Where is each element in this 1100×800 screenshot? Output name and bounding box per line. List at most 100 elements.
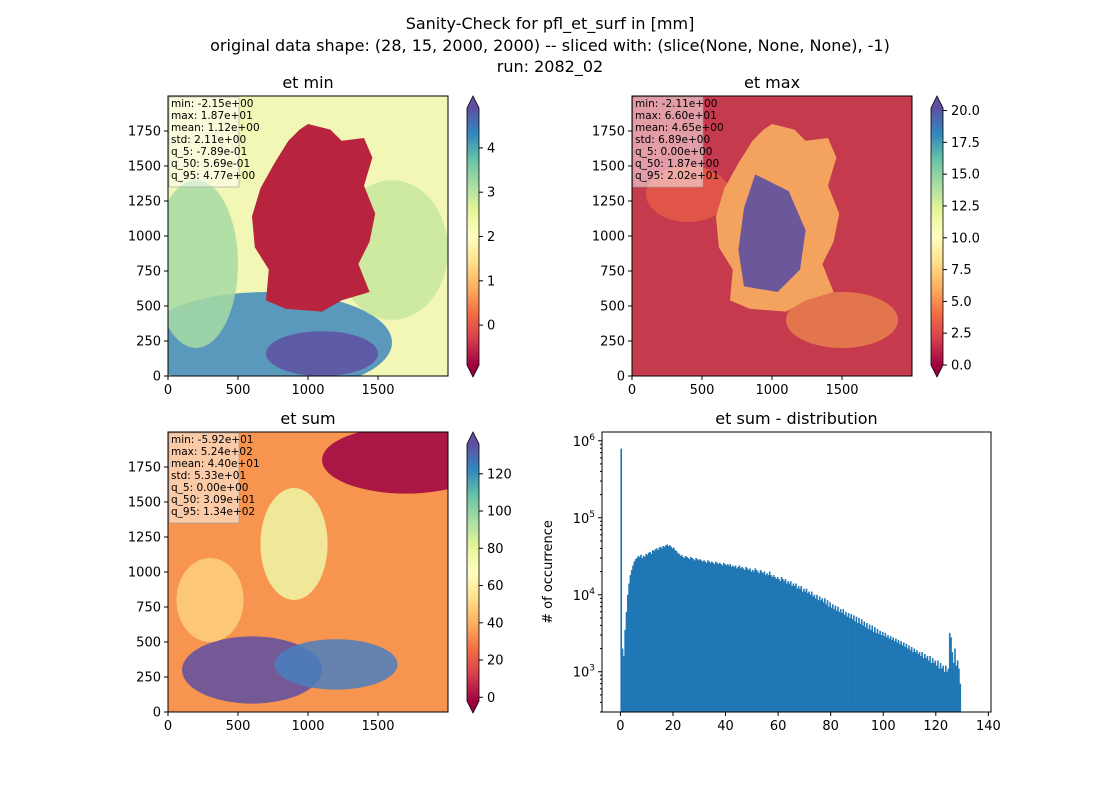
- histogram-bar: [952, 662, 955, 712]
- x-tick-label: 0: [616, 719, 624, 734]
- x-tick-label: 500: [226, 719, 251, 734]
- histogram-bar: [743, 569, 746, 712]
- histogram-bar: [634, 559, 637, 712]
- histogram-bar: [745, 566, 747, 712]
- stats-line: q_5: 0.00e+00: [171, 482, 248, 494]
- histogram-bar: [638, 556, 641, 712]
- histogram-bar: [766, 573, 768, 712]
- histogram-bar: [779, 581, 782, 712]
- histogram-bar: [891, 639, 893, 712]
- histogram-bar: [690, 556, 692, 712]
- histogram-bar: [884, 632, 887, 712]
- colorbar-tick-label: 60: [487, 579, 504, 594]
- histogram-bar: [935, 665, 938, 712]
- histogram-bar: [755, 569, 758, 712]
- histogram-bar: [632, 565, 634, 712]
- histogram-bar: [893, 641, 896, 712]
- histogram-bar: [834, 605, 837, 712]
- histogram-bar: [888, 638, 891, 712]
- histogram-bar: [885, 637, 888, 712]
- histogram-bar: [658, 547, 661, 712]
- y-tick-label: 1000: [592, 230, 625, 245]
- histogram-bar: [897, 639, 900, 712]
- histogram-bar: [734, 565, 737, 712]
- histogram-bar: [696, 559, 699, 712]
- histogram-bar: [845, 611, 847, 712]
- histogram-bar: [854, 621, 856, 712]
- histogram-bar: [701, 561, 704, 712]
- histogram-bar: [793, 585, 796, 712]
- histogram-bar: [925, 658, 927, 712]
- histogram-bar: [931, 658, 934, 712]
- histogram-bar: [736, 568, 738, 712]
- heatmap-panel-2: [628, 95, 947, 380]
- histogram-bar: [738, 565, 741, 712]
- colorbar-tick-label: 80: [487, 542, 504, 557]
- histogram-bar: [918, 652, 921, 712]
- histogram-bar: [860, 619, 863, 712]
- histogram-bar: [937, 660, 939, 712]
- histogram-bar: [688, 559, 691, 712]
- colorbar-tick-label: 12.5: [951, 199, 980, 214]
- histogram-bar: [633, 561, 636, 712]
- histogram-bar: [810, 591, 813, 712]
- histogram-bar: [926, 656, 929, 712]
- histogram-bar: [920, 656, 922, 712]
- country-region-high: [738, 174, 806, 292]
- colorbar-gradient: [931, 108, 943, 365]
- histogram-bar: [650, 553, 653, 712]
- heatmap-panel-1: [164, 95, 483, 380]
- colorbar-tick-label: 17.5: [951, 136, 980, 151]
- histogram-bar: [771, 577, 774, 712]
- histogram-bar: [636, 558, 638, 712]
- histogram-bar: [692, 559, 695, 712]
- x-tick-label: 60: [770, 719, 787, 734]
- histogram-bar: [661, 548, 663, 712]
- histogram-bar: [746, 568, 749, 712]
- colorbar-tick-label: 0.0: [951, 359, 972, 374]
- colorbar-extend-min: [931, 365, 943, 377]
- histogram-bar: [929, 656, 931, 712]
- heatmap-region: [274, 639, 398, 690]
- histogram-bar: [722, 562, 725, 712]
- stats-box: [168, 96, 240, 188]
- histogram-bar: [697, 560, 700, 712]
- y-tick-label: 250: [136, 335, 161, 350]
- histogram-bar: [754, 568, 757, 712]
- histogram-bar: [818, 596, 821, 712]
- histogram-bar: [711, 561, 713, 712]
- histogram-bar: [640, 554, 642, 712]
- colorbar-tick-label: 40: [487, 616, 504, 631]
- histogram-bar: [821, 598, 824, 712]
- y-tick-label: 500: [136, 636, 161, 651]
- histogram-bar: [817, 600, 820, 712]
- histogram-bar: [930, 662, 933, 712]
- y-tick-label: 0: [153, 706, 161, 721]
- histogram-bar: [730, 566, 733, 712]
- panel-title: et sum - distribution: [715, 409, 877, 428]
- histogram-bar: [835, 610, 838, 712]
- x-tick-label: 1500: [825, 383, 858, 398]
- histogram-bar: [626, 594, 629, 712]
- histogram-bar: [825, 604, 828, 712]
- histogram-bar: [922, 658, 925, 712]
- histogram-bar: [808, 591, 810, 712]
- histogram-bar: [909, 650, 912, 712]
- histogram-bar: [879, 630, 881, 712]
- histogram-bar: [934, 660, 937, 712]
- histogram-bar: [822, 602, 825, 712]
- histogram-bar: [768, 571, 771, 712]
- histogram-bar: [725, 565, 728, 712]
- histogram-bar: [813, 594, 816, 712]
- histogram-bar: [679, 555, 682, 712]
- histogram-bar: [721, 565, 724, 712]
- histogram-bar: [956, 660, 959, 712]
- histogram-bar: [707, 560, 709, 712]
- histogram-bar: [913, 648, 916, 712]
- histogram-bar: [750, 571, 753, 712]
- stats-line: q_50: 3.09e+01: [171, 494, 255, 506]
- histogram-bar: [651, 550, 654, 712]
- heatmap-region: [260, 488, 328, 600]
- heatmap-image: [632, 96, 912, 376]
- histogram-bar: [657, 550, 659, 712]
